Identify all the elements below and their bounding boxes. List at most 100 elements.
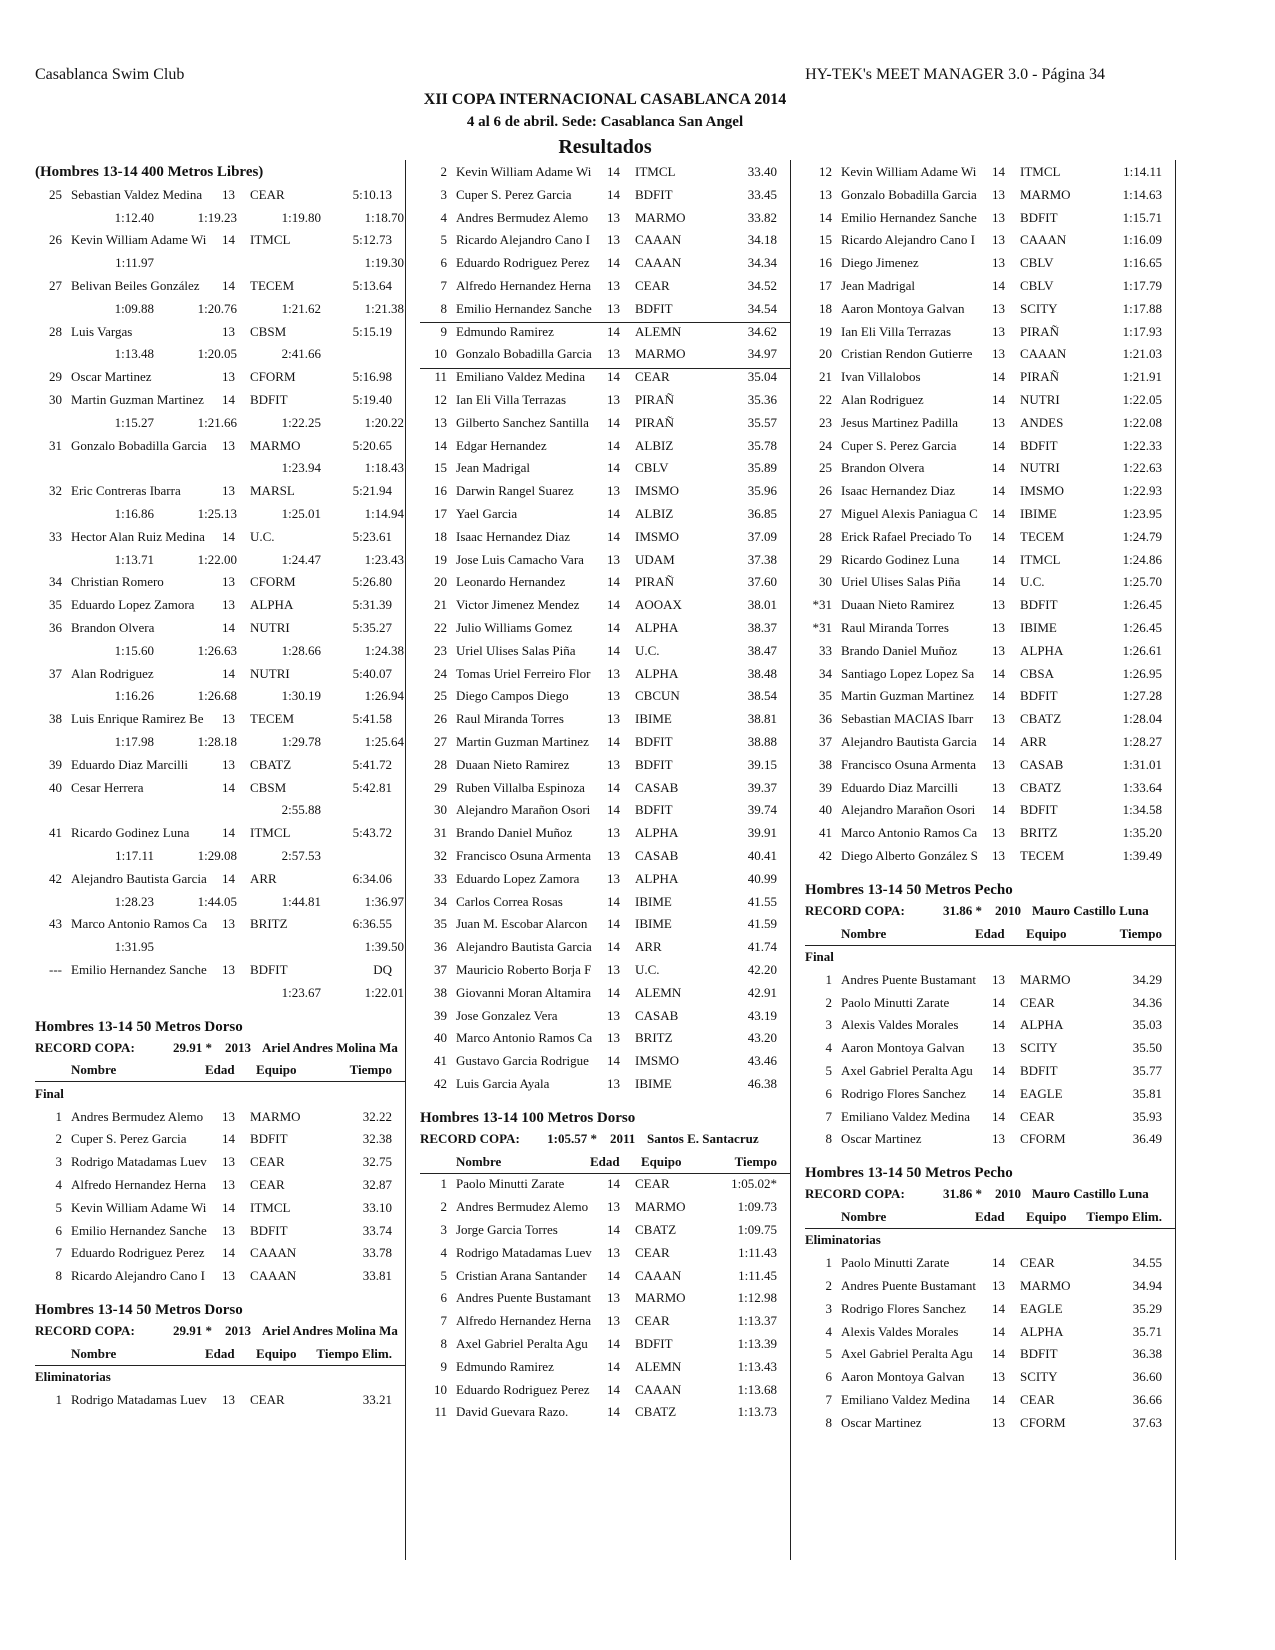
split-time: 1:13.48 <box>114 346 154 362</box>
time: 35.81 <box>1132 1085 1162 1101</box>
col-header: Edad <box>975 1208 1005 1224</box>
swimmer-name: Kevin William Adame Wi <box>71 232 207 248</box>
record-holder: Ariel Andres Molina Ma <box>262 1039 398 1055</box>
time: 38.47 <box>747 642 777 658</box>
separator <box>420 368 790 369</box>
swimmer-name: Duaan Nieto Ramirez <box>456 756 570 772</box>
team: BDFIT <box>250 1131 288 1147</box>
place: 11 <box>434 369 447 385</box>
swimmer-name: Miguel Alexis Paniagua C <box>841 506 978 521</box>
time: 36.60 <box>1132 1369 1162 1385</box>
time: 1:13.43 <box>737 1358 777 1374</box>
event-title: (Hombres 13-14 400 Metros Libres) <box>35 164 264 180</box>
swimmer-name: Rodrigo Matadamas Luev <box>71 1154 207 1170</box>
place: 20 <box>434 574 447 590</box>
club-name: Casablanca Swim Club <box>35 66 185 83</box>
time: 1:05.02* <box>731 1176 777 1192</box>
meet-title: XII COPA INTERNACIONAL CASABLANCA 2014 <box>423 91 787 108</box>
swimmer-name: Brandon Olvera <box>841 460 925 476</box>
place: 7 <box>825 1392 833 1407</box>
swimmer-name: Rodrigo Matadamas Luev <box>456 1244 592 1260</box>
age: 13 <box>992 825 1005 841</box>
time: 32.87 <box>362 1177 392 1192</box>
age: 14 <box>222 665 235 681</box>
team: EAGLE <box>1020 1085 1063 1101</box>
col-header: Equipo <box>256 1062 297 1078</box>
place: 23 <box>819 414 832 430</box>
time: 34.34 <box>747 255 777 271</box>
age: 13 <box>992 186 1005 202</box>
age: 14 <box>222 620 235 635</box>
age: 13 <box>222 1108 235 1124</box>
place: 8 <box>440 300 448 316</box>
swimmer-name: Alfredo Hernandez Herna <box>71 1177 206 1192</box>
place: --- <box>49 962 62 977</box>
time: 43.20 <box>747 1030 777 1046</box>
swimmer-name: Gonzalo Bobadilla Garcia <box>841 186 977 202</box>
team: ALPHA <box>635 620 679 635</box>
split-time: 1:15.60 <box>114 642 154 658</box>
swimmer-name: Alejandro Marañon Osori <box>456 802 591 818</box>
swimmer-name: Mauricio Roberto Borja F <box>456 962 592 977</box>
swimmer-name: Paolo Minutti Zarate <box>456 1176 565 1192</box>
split-time: 1:20.22 <box>364 414 404 430</box>
swimmer-name: Alan Rodriguez <box>71 665 154 681</box>
time: 35.29 <box>1132 1300 1162 1316</box>
swimmer-name: Kevin William Adame Wi <box>71 1199 207 1215</box>
team: MARMO <box>635 1290 686 1306</box>
swimmer-name: Gustavo Garcia Rodrigue <box>456 1053 589 1069</box>
time: 34.97 <box>747 346 777 362</box>
age: 14 <box>607 1176 620 1192</box>
age: 14 <box>992 437 1005 453</box>
record-holder: Mauro Castillo Luna <box>1032 1186 1149 1202</box>
swimmer-name: Jean Madrigal <box>456 460 531 476</box>
time: 5:40.07 <box>352 665 392 681</box>
time: 39.91 <box>747 825 777 841</box>
swimmer-name: Emilio Hernandez Sanche <box>841 209 977 225</box>
swimmer-name: Luis Garcia Ayala <box>456 1076 550 1091</box>
col-header: Tiempo <box>734 1153 777 1169</box>
team: BDFIT <box>1020 437 1058 453</box>
place: 34 <box>49 574 62 590</box>
team: CAAAN <box>635 1267 682 1283</box>
age: 14 <box>607 893 620 909</box>
place: 1 <box>55 1392 63 1407</box>
time: 35.89 <box>747 460 777 476</box>
time: 35.93 <box>1132 1108 1162 1124</box>
split-time: 2:55.88 <box>281 802 321 818</box>
place: 1 <box>825 1255 833 1271</box>
swimmer-name: Alexis Valdes Morales <box>841 1323 959 1339</box>
split-time: 1:26.94 <box>364 688 404 704</box>
time: 5:26.80 <box>352 574 392 590</box>
team: EAGLE <box>1020 1300 1063 1316</box>
time: 1:13.68 <box>737 1381 777 1397</box>
split-time: 1:23.43 <box>364 551 404 567</box>
time: 36.38 <box>1132 1346 1162 1362</box>
age: 14 <box>992 1323 1005 1339</box>
team: CEAR <box>635 1313 670 1329</box>
place: 22 <box>819 392 832 407</box>
age: 13 <box>222 1177 235 1192</box>
team: BDFIT <box>1020 209 1058 225</box>
place: 35 <box>819 688 832 704</box>
place: 8 <box>825 1414 833 1430</box>
place: 7 <box>440 1313 448 1329</box>
time: 1:22.63 <box>1122 460 1162 476</box>
age: 14 <box>992 278 1005 293</box>
place: 19 <box>819 323 832 339</box>
team: NUTRI <box>250 620 290 635</box>
time: 6:34.06 <box>352 870 392 886</box>
team: NUTRI <box>1020 460 1060 476</box>
swimmer-name: Oscar Martinez <box>841 1131 922 1147</box>
time: 1:28.04 <box>1122 711 1162 727</box>
swimmer-name: Victor Jimenez Mendez <box>456 597 580 613</box>
swimmer-name: Gonzalo Bobadilla Garcia <box>71 437 207 453</box>
split-time: 1:28.23 <box>114 893 154 909</box>
place: 27 <box>819 506 832 521</box>
split-time: 1:12.40 <box>114 209 154 225</box>
header-rule <box>805 1227 1175 1229</box>
swimmer-name: Jesus Martinez Padilla <box>841 414 958 430</box>
split-time: 1:16.26 <box>114 688 154 704</box>
team: CEAR <box>1020 1255 1055 1271</box>
team: CBLV <box>1020 255 1054 271</box>
